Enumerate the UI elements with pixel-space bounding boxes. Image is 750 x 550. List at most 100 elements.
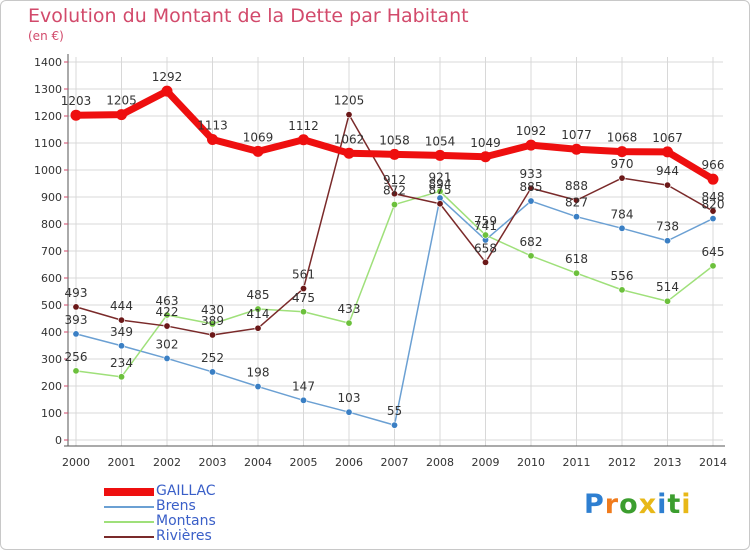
data-label: 444 bbox=[110, 299, 133, 313]
y-tick-label: 200 bbox=[41, 380, 62, 393]
data-point bbox=[70, 109, 82, 121]
data-point bbox=[572, 213, 580, 221]
data-point bbox=[299, 285, 307, 293]
data-label: 493 bbox=[65, 286, 88, 300]
data-label: 966 bbox=[702, 158, 725, 172]
data-point bbox=[527, 184, 535, 192]
data-label: 682 bbox=[520, 235, 543, 249]
data-point bbox=[163, 311, 171, 319]
data-point bbox=[72, 303, 80, 311]
y-tick-label: 1100 bbox=[34, 137, 62, 150]
data-point bbox=[72, 367, 80, 375]
data-label: 1054 bbox=[425, 134, 456, 148]
data-point bbox=[436, 187, 444, 195]
legend-label: GAILLAC bbox=[156, 483, 216, 499]
data-point bbox=[390, 201, 398, 209]
data-point bbox=[480, 151, 491, 163]
data-label: 485 bbox=[247, 288, 270, 302]
logo-letter: o bbox=[619, 489, 639, 520]
y-tick-label: 100 bbox=[41, 407, 62, 420]
y-tick-label: 1200 bbox=[34, 110, 62, 123]
x-tick-label: 2007 bbox=[381, 456, 409, 469]
data-label: 1205 bbox=[106, 94, 137, 108]
data-point bbox=[481, 258, 489, 266]
data-point bbox=[343, 147, 355, 159]
data-point bbox=[254, 305, 262, 313]
x-tick-label: 2000 bbox=[62, 456, 90, 469]
y-tick-label: 300 bbox=[41, 353, 62, 366]
legend-label: Brens bbox=[156, 498, 196, 514]
data-label: 198 bbox=[247, 366, 270, 380]
proxiti-logo: Proxiti bbox=[584, 489, 692, 520]
y-tick-label: 0 bbox=[55, 434, 62, 447]
data-point bbox=[72, 330, 80, 338]
data-label: 1058 bbox=[379, 133, 410, 147]
logo-letter: i bbox=[681, 489, 692, 520]
data-point bbox=[663, 237, 671, 245]
data-point bbox=[572, 196, 580, 204]
x-tick-label: 2008 bbox=[426, 456, 454, 469]
data-point bbox=[389, 148, 400, 160]
data-point bbox=[118, 316, 126, 324]
legend-swatch bbox=[104, 488, 154, 496]
data-label: 1205 bbox=[334, 94, 365, 108]
y-tick-label: 800 bbox=[41, 218, 62, 231]
data-point bbox=[209, 331, 217, 339]
data-label: 422 bbox=[156, 305, 179, 319]
data-point bbox=[434, 149, 446, 161]
data-label: 618 bbox=[565, 252, 588, 266]
x-tick-label: 2004 bbox=[244, 456, 272, 469]
chart-subtitle: (en €) bbox=[28, 29, 64, 43]
data-label: 256 bbox=[65, 350, 88, 364]
data-label: 738 bbox=[656, 220, 679, 234]
data-point bbox=[299, 308, 307, 316]
data-label: 784 bbox=[611, 207, 634, 221]
data-label: 944 bbox=[656, 164, 679, 178]
data-label: 921 bbox=[429, 170, 452, 184]
data-label: 658 bbox=[474, 241, 497, 255]
legend-swatch bbox=[104, 521, 154, 523]
data-point bbox=[254, 383, 262, 391]
data-point bbox=[299, 396, 307, 404]
data-point bbox=[345, 319, 353, 327]
data-label: 433 bbox=[338, 302, 361, 316]
data-label: 827 bbox=[565, 196, 588, 210]
x-tick-label: 2011 bbox=[563, 456, 591, 469]
y-tick-label: 400 bbox=[41, 326, 62, 339]
data-label: 1292 bbox=[152, 70, 183, 84]
data-label: 561 bbox=[292, 268, 315, 282]
logo-letter: i bbox=[657, 489, 668, 520]
data-point bbox=[481, 231, 489, 239]
y-tick-label: 700 bbox=[41, 245, 62, 258]
logo-letter: t bbox=[667, 489, 682, 520]
chart-title: Evolution du Montant de la Dette par Hab… bbox=[28, 5, 469, 27]
data-label: 252 bbox=[201, 351, 224, 365]
data-label: 970 bbox=[611, 157, 634, 171]
data-label: 147 bbox=[292, 379, 315, 393]
data-label: 872 bbox=[383, 184, 406, 198]
data-label: 302 bbox=[156, 337, 179, 351]
x-tick-label: 2002 bbox=[153, 456, 181, 469]
data-label: 885 bbox=[520, 180, 543, 194]
data-point bbox=[163, 354, 171, 362]
data-label: 514 bbox=[656, 280, 679, 294]
logo-letter: P bbox=[584, 489, 605, 520]
data-label: 103 bbox=[338, 391, 361, 405]
data-point bbox=[118, 342, 126, 350]
data-point bbox=[618, 174, 626, 182]
data-label: 933 bbox=[520, 167, 543, 181]
data-label: 875 bbox=[429, 183, 452, 197]
data-label: 888 bbox=[565, 179, 588, 193]
legend-label: Montans bbox=[156, 513, 216, 529]
data-point bbox=[163, 322, 171, 330]
data-label: 393 bbox=[65, 313, 88, 327]
data-label: 463 bbox=[156, 294, 179, 308]
y-tick-label: 1000 bbox=[34, 164, 62, 177]
data-point bbox=[663, 181, 671, 189]
data-point bbox=[572, 269, 580, 277]
data-label: 1062 bbox=[334, 132, 365, 146]
data-label: 389 bbox=[201, 314, 224, 328]
data-label: 556 bbox=[611, 269, 634, 283]
